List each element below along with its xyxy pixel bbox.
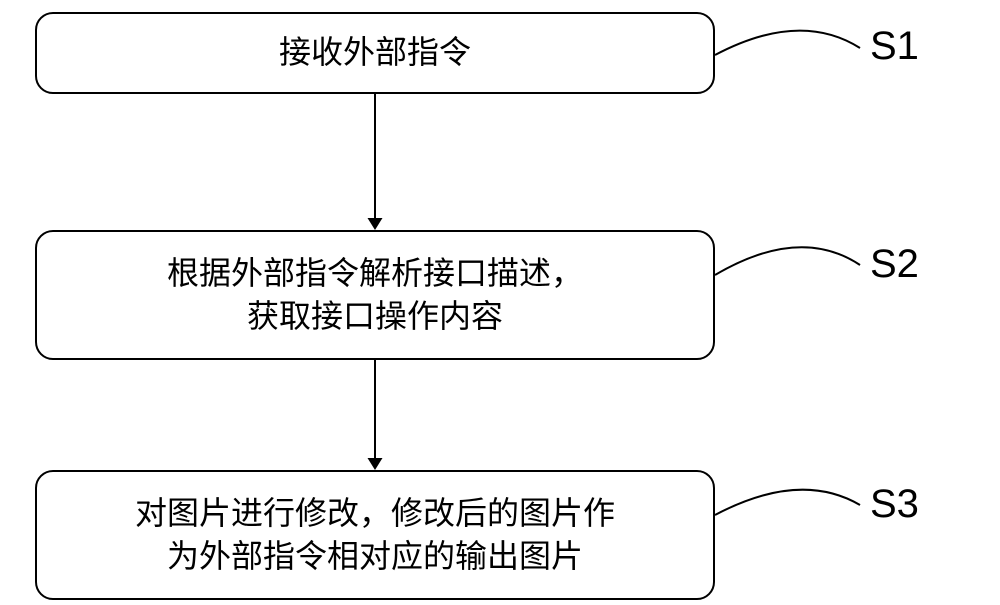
step-label-s3: S3 <box>870 482 919 527</box>
flow-node-s2: 根据外部指令解析接口描述， 获取接口操作内容 <box>35 230 715 360</box>
step-label-s2: S2 <box>870 242 919 287</box>
step-label-s1: S1 <box>870 24 919 69</box>
flowchart-canvas: 接收外部指令 S1 根据外部指令解析接口描述， 获取接口操作内容 S2 对图片进行修改，… <box>0 0 1000 605</box>
flow-node-s3: 对图片进行修改，修改后的图片作 为外部指令相对应的输出图片 <box>35 470 715 600</box>
flow-node-s1: 接收外部指令 <box>35 12 715 94</box>
